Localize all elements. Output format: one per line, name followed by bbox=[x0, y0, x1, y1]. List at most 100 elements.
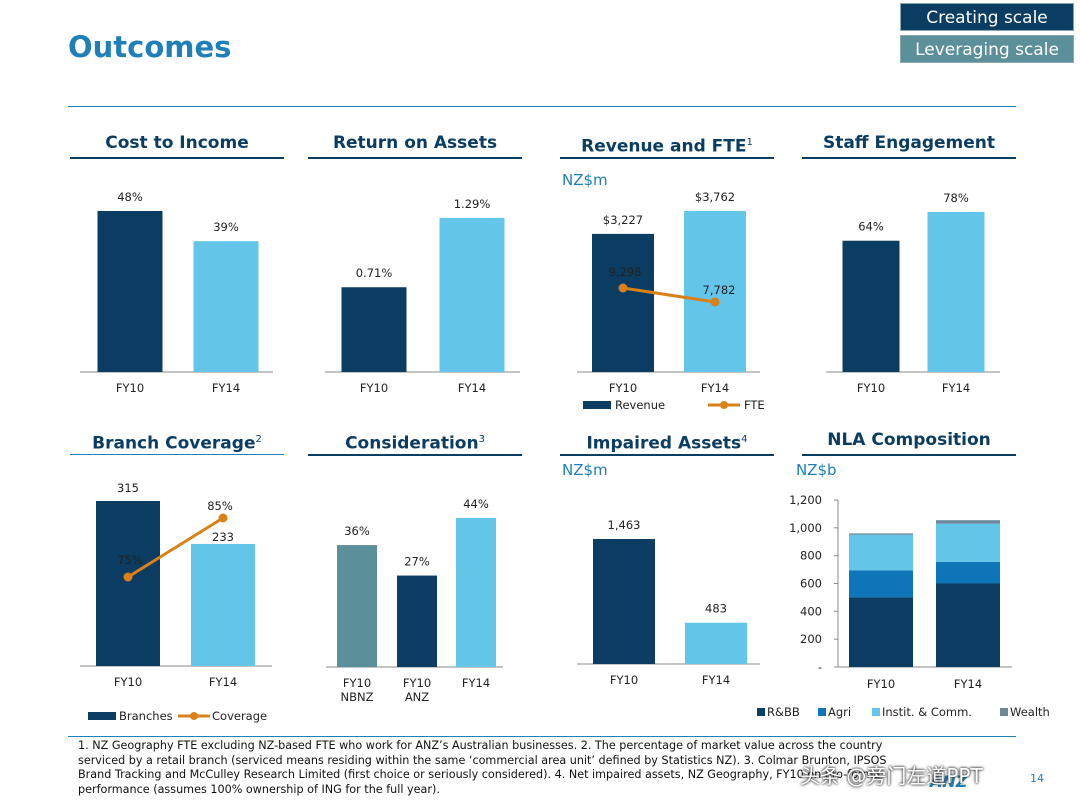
data-label: 39% bbox=[213, 220, 239, 234]
bar bbox=[927, 212, 985, 372]
bar bbox=[193, 241, 259, 372]
data-label: 44% bbox=[463, 497, 489, 511]
branches-bar bbox=[191, 543, 255, 666]
bar bbox=[439, 218, 505, 372]
legend-label: Wealth bbox=[1010, 705, 1050, 719]
x-tick-label: FY10 bbox=[857, 381, 885, 395]
legend-marker-coverage bbox=[190, 712, 198, 720]
data-label: 0.71% bbox=[356, 266, 393, 280]
legend-label-revenue: Revenue bbox=[615, 398, 665, 412]
legend-swatch-branches bbox=[88, 712, 116, 720]
coverage-line bbox=[127, 516, 224, 579]
x-tick-label: FY10 bbox=[360, 381, 388, 395]
coverage-label: 75% bbox=[117, 553, 143, 567]
bar bbox=[456, 518, 496, 667]
panel-rule bbox=[308, 157, 522, 159]
bar bbox=[685, 622, 747, 664]
unit-label: NZ$b bbox=[796, 461, 837, 479]
coverage-point bbox=[218, 513, 228, 523]
fte-point bbox=[710, 297, 720, 307]
data-label: 483 bbox=[705, 602, 727, 616]
fte-point bbox=[618, 283, 628, 293]
x-tick-label: FY10 bbox=[343, 676, 371, 690]
data-label: $3,227 bbox=[603, 213, 643, 227]
x-tick-label: FY14 bbox=[702, 673, 730, 687]
anz-logo: ANZ bbox=[930, 772, 968, 791]
stack-segment-wealth bbox=[936, 520, 1000, 524]
legend-swatch bbox=[872, 708, 880, 716]
y-tick-label: 1,000 bbox=[789, 521, 822, 535]
data-label: 78% bbox=[943, 191, 969, 205]
page-title: Outcomes bbox=[68, 30, 232, 64]
panel-title-impaired-assets: Impaired Assets4 bbox=[586, 433, 748, 454]
creating-scale-tab[interactable]: Creating scale bbox=[900, 3, 1074, 31]
panel-title-staff-engagement: Staff Engagement bbox=[822, 133, 996, 153]
x-tick-label: FY10 bbox=[114, 675, 142, 689]
legend-swatch bbox=[757, 708, 765, 716]
legend-swatch-revenue bbox=[583, 401, 611, 409]
data-label: 64% bbox=[858, 220, 884, 234]
data-label: $3,762 bbox=[695, 190, 735, 204]
stack-segment-r-bb bbox=[849, 597, 913, 667]
panel-rule bbox=[560, 454, 774, 456]
panel-rule bbox=[70, 454, 284, 455]
panel-rule bbox=[560, 157, 774, 159]
footnotes: 1. NZ Geography FTE excluding NZ-based F… bbox=[78, 739, 887, 796]
data-label: 1,463 bbox=[608, 518, 641, 532]
panel-rule bbox=[802, 157, 1016, 159]
watermark: 头条 @旁门左道PPT bbox=[800, 764, 983, 788]
x-tick-label: FY14 bbox=[458, 381, 486, 395]
x-tick-label: FY10 bbox=[116, 381, 144, 395]
y-tick-label: - bbox=[818, 660, 822, 674]
panel-title-consideration: Consideration3 bbox=[345, 433, 485, 454]
fte-label: 9,298 bbox=[609, 265, 642, 279]
data-label: 233 bbox=[212, 530, 234, 544]
stack-segment-instit-comm- bbox=[849, 534, 913, 571]
x-tick-label: FY14 bbox=[701, 381, 729, 395]
leveraging-scale-tab[interactable]: Leveraging scale bbox=[900, 35, 1074, 63]
panel-rule bbox=[70, 157, 284, 159]
stack-segment-wealth bbox=[849, 533, 913, 535]
legend-label: R&BB bbox=[767, 705, 800, 719]
coverage-label: 85% bbox=[207, 499, 233, 513]
y-tick-label: 1,200 bbox=[789, 493, 822, 507]
legend-marker-fte bbox=[720, 401, 728, 409]
coverage-point bbox=[123, 572, 133, 582]
bar bbox=[397, 575, 437, 667]
unit-label: NZ$m bbox=[562, 461, 608, 479]
x-tick-label: FY14 bbox=[212, 381, 240, 395]
panel-title-branch-coverage: Branch Coverage2 bbox=[92, 433, 262, 454]
y-tick-label: 200 bbox=[800, 632, 822, 646]
x-tick-label: FY10 bbox=[867, 677, 895, 691]
bar bbox=[337, 545, 377, 667]
bar bbox=[341, 287, 407, 372]
legend-label-coverage: Coverage bbox=[212, 709, 267, 723]
legend-swatch bbox=[1000, 708, 1008, 716]
bar bbox=[842, 240, 900, 372]
data-label: 36% bbox=[344, 524, 370, 538]
x-tick-label: FY14 bbox=[942, 381, 970, 395]
panel-title-revenue-fte: Revenue and FTE1 bbox=[581, 136, 753, 157]
legend-label-branches: Branches bbox=[119, 709, 173, 723]
bar bbox=[593, 539, 655, 664]
data-label: 27% bbox=[404, 555, 430, 569]
x-tick-label: FY10 bbox=[610, 673, 638, 687]
x-tick-label: FY10 bbox=[609, 381, 637, 395]
y-tick-label: 600 bbox=[800, 577, 822, 591]
y-tick-label: 800 bbox=[800, 549, 822, 563]
panel-title-return-on-assets: Return on Assets bbox=[332, 133, 498, 153]
x-tick-label: FY14 bbox=[209, 675, 237, 689]
panel-rule bbox=[308, 454, 522, 456]
stack-segment-agri bbox=[849, 570, 913, 598]
stack-segment-r-bb bbox=[936, 583, 1000, 667]
panel-rule bbox=[802, 454, 1016, 456]
revenue-bar bbox=[684, 211, 746, 372]
panel-title-nla-composition: NLA Composition bbox=[827, 430, 991, 450]
legend-label: Instit. & Comm. bbox=[882, 705, 972, 719]
y-tick-label: 400 bbox=[800, 604, 822, 618]
data-label: 48% bbox=[117, 190, 143, 204]
x-tick-label: FY14 bbox=[462, 676, 490, 690]
x-tick-label: FY14 bbox=[954, 677, 982, 691]
stack-segment-agri bbox=[936, 561, 1000, 584]
charts-canvas: 48% FY10 39% FY14 0.71% FY10 1.29% FY14 64% FY10 7… bbox=[80, 190, 1050, 723]
